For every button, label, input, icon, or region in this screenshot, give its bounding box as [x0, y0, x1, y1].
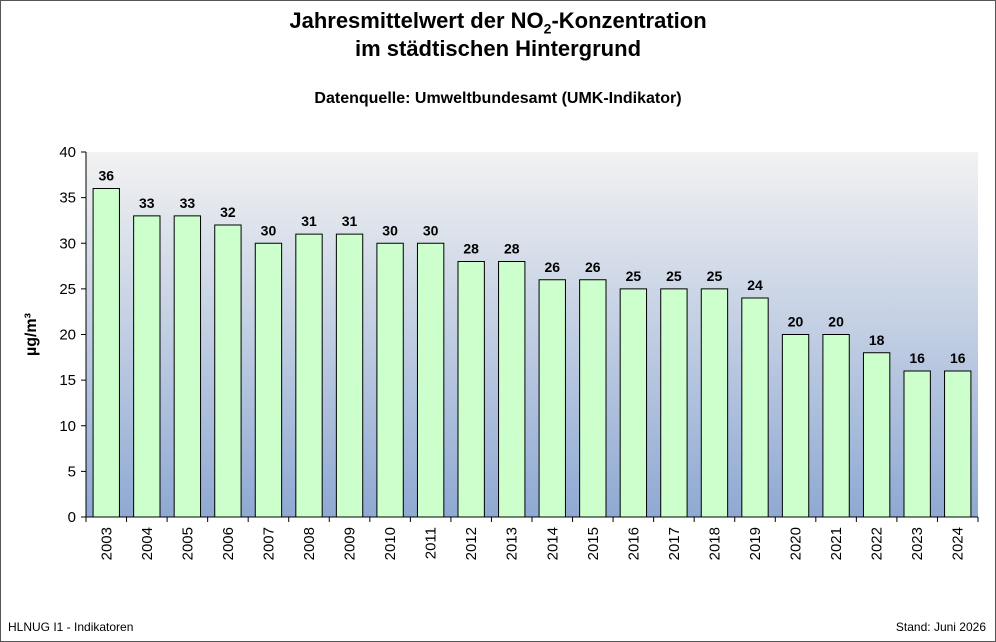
y-tick-label: 40	[59, 144, 76, 161]
data-label-2018: 25	[707, 268, 723, 284]
x-tick-label-2024: 2024	[950, 527, 967, 560]
x-tick-label-2023: 2023	[909, 527, 926, 560]
x-tick-label-2012: 2012	[463, 527, 480, 560]
data-label-2024: 16	[950, 350, 966, 366]
chart-title-line1: Jahresmittelwert der NO2-Konzentration	[289, 8, 707, 37]
bar-2006	[214, 224, 242, 518]
bar-2020	[781, 334, 810, 518]
chart-subtitle: Datenquelle: Umweltbundesamt (UMK-Indika…	[314, 90, 682, 107]
bar-2018	[700, 288, 729, 518]
y-tick-label: 30	[59, 235, 76, 252]
x-tick-label-2006: 2006	[220, 527, 237, 560]
bar-2003	[92, 188, 120, 518]
data-label-2021: 20	[828, 314, 844, 330]
x-tick-label-2013: 2013	[504, 527, 521, 560]
data-label-2020: 20	[788, 314, 804, 330]
bar-2014	[538, 279, 566, 518]
data-label-2006: 32	[220, 204, 236, 220]
bar-2009	[335, 233, 364, 518]
bar-2004	[133, 215, 161, 518]
bar-2013	[498, 261, 526, 518]
bar-2010	[376, 242, 404, 518]
x-tick-label-2021: 2021	[828, 527, 845, 560]
data-label-2003: 36	[98, 168, 114, 184]
x-tick-label-2020: 2020	[788, 527, 805, 560]
data-label-2010: 30	[382, 222, 398, 238]
x-tick-label-2014: 2014	[544, 527, 561, 560]
data-label-2014: 26	[544, 259, 560, 275]
x-tick-label-2019: 2019	[747, 527, 764, 560]
y-tick-label: 0	[68, 509, 76, 526]
x-tick-label-2018: 2018	[706, 527, 723, 560]
x-tick-label-2016: 2016	[625, 527, 642, 560]
data-label-2022: 18	[869, 332, 885, 348]
data-label-2017: 25	[666, 268, 682, 284]
x-tick-label-2008: 2008	[301, 527, 318, 560]
data-label-2005: 33	[180, 195, 196, 211]
y-tick-label: 25	[59, 281, 76, 298]
data-label-2012: 28	[463, 241, 479, 257]
bar-2017	[660, 288, 688, 518]
x-tick-label-2004: 2004	[139, 527, 156, 560]
bar-2012	[457, 261, 485, 518]
x-tick-label-2003: 2003	[98, 527, 115, 560]
data-label-2013: 28	[504, 241, 520, 257]
bar-2019	[741, 297, 769, 518]
y-tick-label: 35	[59, 190, 76, 207]
bar-2016	[619, 288, 648, 518]
data-label-2007: 30	[261, 222, 277, 238]
x-tick-label-2017: 2017	[666, 527, 683, 560]
bar-2011	[416, 242, 445, 518]
y-tick-label: 10	[59, 418, 76, 435]
data-label-2011: 30	[423, 222, 439, 238]
bar-2007	[254, 242, 283, 518]
footer-date: Stand: Juni 2026	[895, 620, 986, 634]
x-tick-label-2022: 2022	[869, 527, 886, 560]
y-tick-label: 20	[59, 327, 76, 344]
x-tick-label-2011: 2011	[423, 527, 440, 559]
footer-source: HLNUG I1 - Indikatoren	[8, 620, 134, 634]
data-label-2023: 16	[909, 350, 925, 366]
data-label-2008: 31	[301, 213, 317, 229]
x-tick-label-2009: 2009	[342, 527, 359, 560]
data-label-2009: 31	[342, 213, 358, 229]
bar-2023	[903, 370, 931, 518]
data-label-2016: 25	[626, 268, 642, 284]
x-tick-label-2010: 2010	[382, 527, 399, 560]
data-label-2019: 24	[747, 277, 763, 293]
y-axis-label: µg/m³	[23, 313, 40, 356]
bar-2015	[579, 279, 607, 518]
data-label-2004: 33	[139, 195, 155, 211]
y-tick-label: 5	[68, 463, 76, 480]
chart-title-line2: im städtischen Hintergrund	[354, 36, 642, 61]
bar-2005	[173, 215, 202, 518]
x-tick-label-2007: 2007	[260, 527, 277, 560]
bar-2021	[822, 334, 850, 518]
bar-2024	[944, 370, 972, 518]
bar-2022	[862, 352, 891, 518]
x-tick-label-2005: 2005	[179, 527, 196, 560]
y-tick-label: 15	[59, 372, 76, 389]
data-label-2015: 26	[585, 259, 601, 275]
bar-2008	[295, 233, 323, 518]
x-tick-label-2015: 2015	[585, 527, 602, 560]
